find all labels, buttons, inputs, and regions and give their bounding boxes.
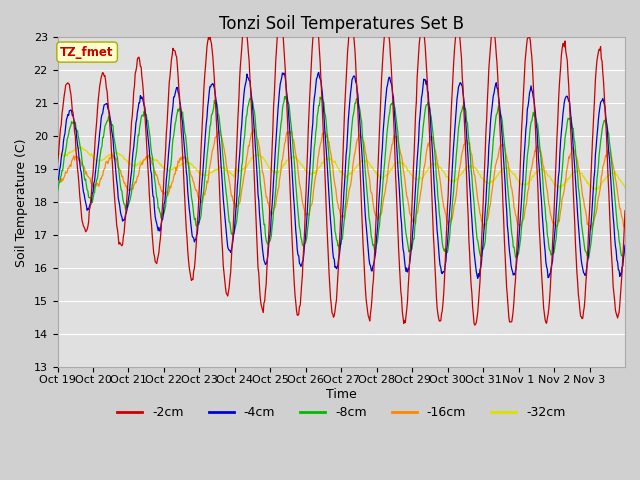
- Y-axis label: Soil Temperature (C): Soil Temperature (C): [15, 138, 28, 266]
- Legend: -2cm, -4cm, -8cm, -16cm, -32cm: -2cm, -4cm, -8cm, -16cm, -32cm: [112, 401, 570, 424]
- Title: Tonzi Soil Temperatures Set B: Tonzi Soil Temperatures Set B: [219, 15, 464, 33]
- X-axis label: Time: Time: [326, 388, 356, 401]
- Text: TZ_fmet: TZ_fmet: [60, 46, 114, 59]
